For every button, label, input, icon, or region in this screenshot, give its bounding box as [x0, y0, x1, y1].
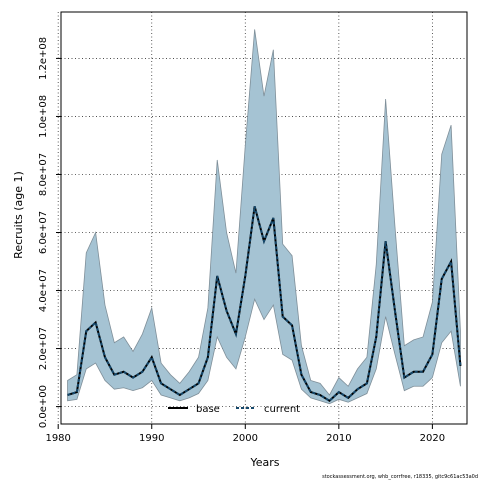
x-axis: 1980 1990 2000 2010 2020	[45, 424, 445, 444]
y-tick-label: 4.0e+07	[38, 269, 49, 312]
x-tick-label: 2020	[420, 433, 445, 444]
confidence-band	[67, 29, 461, 405]
footer-source: stockassessment.org, whb_corrfree, r1833…	[322, 474, 478, 480]
x-tick-label: 1980	[45, 433, 70, 444]
plot-border	[60, 11, 468, 425]
y-axis: 0.0e+00 2.0e+07 4.0e+07 6.0e+07 8.0e+07 1.0e+…	[38, 37, 61, 428]
y-tick-label: 8.0e+07	[38, 153, 49, 196]
plot-frame	[60, 11, 468, 425]
confidence-band-area	[67, 29, 461, 405]
series-line-current	[67, 206, 462, 403]
legend-current-label: current	[264, 404, 300, 415]
legend-base-label: base	[196, 404, 220, 415]
y-tick-label: 0.0e+00	[38, 385, 49, 428]
x-tick-label: 2010	[326, 433, 351, 444]
x-tick-label: 1990	[139, 433, 164, 444]
y-tick-label: 1.2e+08	[38, 37, 49, 80]
legend: base current	[168, 404, 300, 415]
x-tick-label: 2000	[233, 433, 258, 444]
y-tick-label: 1.0e+08	[38, 95, 49, 138]
y-tick-label: 2.0e+07	[38, 327, 49, 370]
x-axis-title: Years	[249, 456, 279, 469]
series-lines	[67, 206, 462, 403]
y-tick-label: 6.0e+07	[38, 211, 49, 254]
y-axis-title: Recruits (age 1)	[12, 171, 25, 259]
